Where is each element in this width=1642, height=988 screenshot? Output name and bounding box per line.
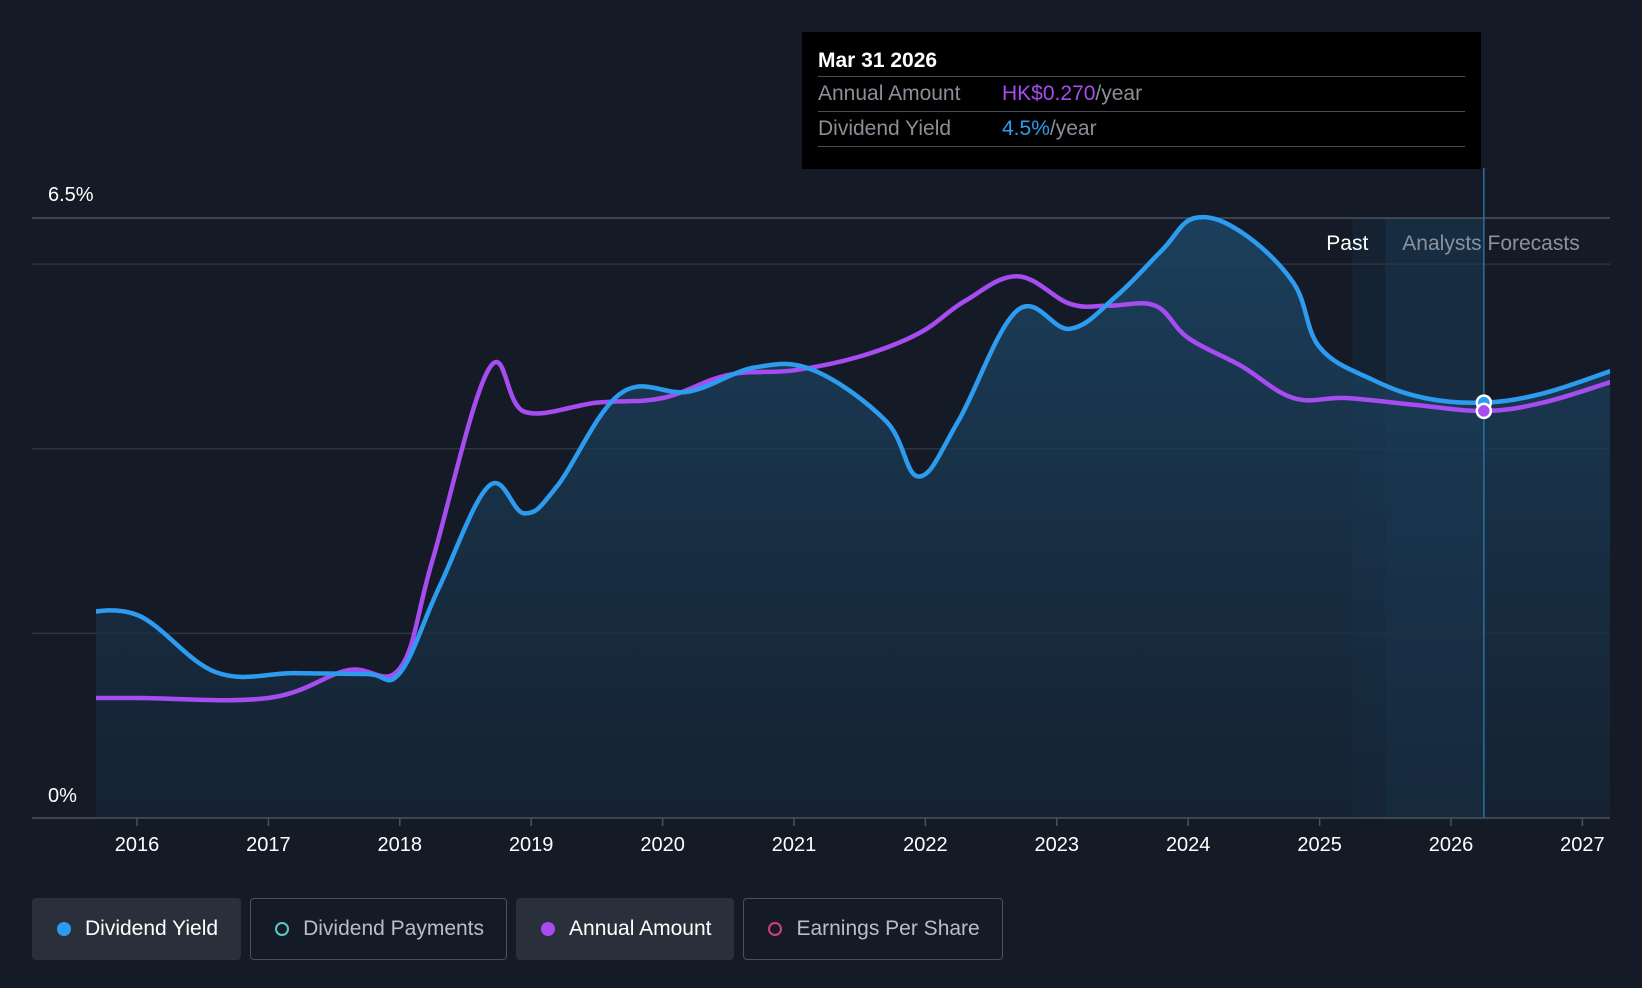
tooltip-label: Annual Amount bbox=[818, 82, 961, 105]
x-tick-label: 2017 bbox=[246, 834, 291, 856]
x-tick-label: 2021 bbox=[772, 834, 817, 856]
x-tick-label: 2018 bbox=[378, 834, 423, 856]
x-tick-label: 2023 bbox=[1035, 834, 1080, 856]
legend-item-dividend-payments[interactable]: Dividend Payments bbox=[250, 898, 508, 960]
legend-label: Annual Amount bbox=[569, 917, 712, 940]
dividend-yield-area bbox=[96, 217, 1610, 818]
tooltip-date: Mar 31 2026 bbox=[818, 49, 938, 72]
annual-amount-marker bbox=[1475, 402, 1493, 420]
legend-item-annual-amount[interactable]: Annual Amount bbox=[516, 898, 735, 960]
legend-dot-icon bbox=[541, 922, 556, 936]
tooltip-unit: /year bbox=[1049, 117, 1097, 140]
y-max-label: 6.5% bbox=[48, 184, 94, 206]
chart-tooltip: Mar 31 2026 Annual Amount HK$0.270 /year… bbox=[802, 32, 1481, 169]
tooltip-value: 4.5% bbox=[1002, 117, 1050, 140]
tooltip-unit: /year bbox=[1095, 82, 1143, 105]
x-tick-label: 2019 bbox=[509, 834, 554, 856]
legend-dot-icon bbox=[57, 922, 71, 936]
plot-area bbox=[96, 214, 1610, 818]
legend-item-dividend-yield[interactable]: Dividend Yield bbox=[32, 898, 242, 960]
legend-label: Dividend Payments bbox=[303, 917, 485, 940]
y-min-label: 0% bbox=[48, 785, 77, 807]
past-label: Past bbox=[1326, 232, 1368, 255]
x-tick-label: 2016 bbox=[115, 834, 160, 856]
legend-label: Earnings Per Share bbox=[796, 917, 980, 940]
dividend-yield-line bbox=[96, 214, 1610, 683]
x-tick-label: 2027 bbox=[1560, 834, 1605, 856]
x-tick-label: 2022 bbox=[903, 834, 948, 856]
legend-circle-icon bbox=[275, 922, 290, 936]
tooltip-row-dividend-yield: Dividend Yield 4.5% /year bbox=[818, 111, 1465, 147]
x-tick-label: 2024 bbox=[1166, 834, 1211, 856]
legend-label: Dividend Yield bbox=[85, 917, 219, 940]
legend-item-earnings-per-share[interactable]: Earnings Per Share bbox=[743, 898, 1003, 960]
tooltip-label: Dividend Yield bbox=[818, 117, 952, 140]
tooltip-row-annual-amount: Annual Amount HK$0.270 /year bbox=[818, 76, 1465, 111]
dividend-chart: 2016 2017 2018 2019 2020 2021 2022 2023 2024 2025… bbox=[32, 168, 1610, 856]
chart-legend: Dividend Yield Dividend Payments Annual … bbox=[32, 898, 1012, 960]
x-tick-label: 2020 bbox=[640, 834, 685, 856]
x-tick-label: 2025 bbox=[1297, 834, 1342, 856]
forecast-label: Analysts Forecasts bbox=[1402, 232, 1579, 255]
tooltip-value: HK$0.270 bbox=[1002, 82, 1096, 105]
x-tick-label: 2026 bbox=[1429, 834, 1474, 856]
legend-circle-icon bbox=[768, 922, 783, 936]
annual-amount-line bbox=[96, 273, 1610, 703]
